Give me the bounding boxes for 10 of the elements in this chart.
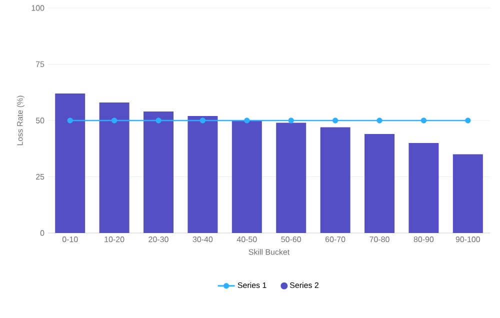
bar	[232, 120, 262, 233]
bar	[364, 134, 395, 233]
bar	[99, 102, 130, 233]
bar	[408, 143, 439, 233]
bar	[188, 116, 218, 233]
bar	[320, 127, 350, 233]
bar	[55, 94, 86, 233]
bar	[452, 154, 483, 233]
bar	[144, 112, 174, 233]
bar	[276, 122, 306, 233]
